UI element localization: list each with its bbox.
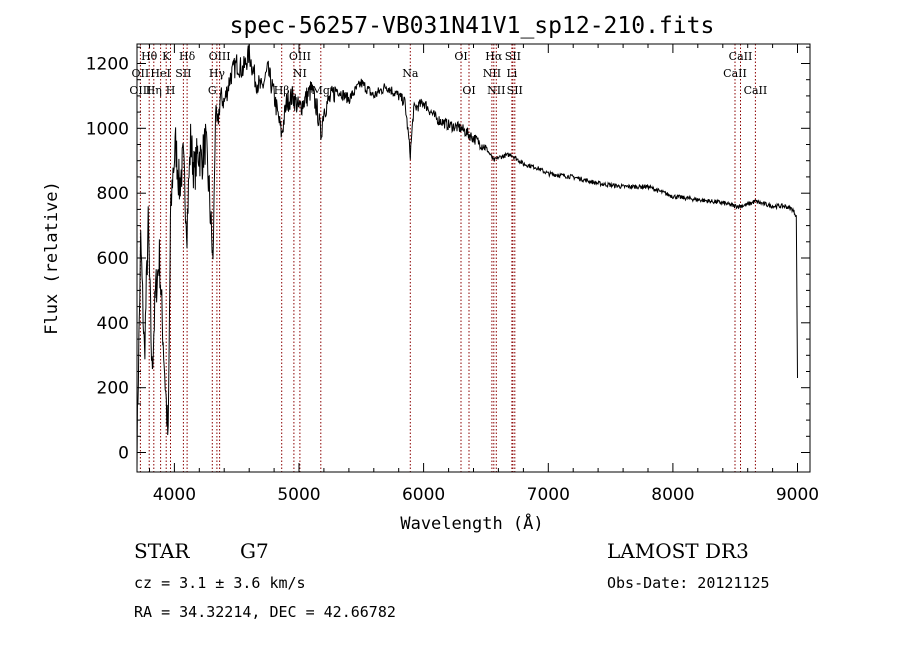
flux-line: [137, 44, 798, 469]
line-label: CaII: [729, 50, 753, 63]
x-tick-label: 6000: [402, 485, 445, 505]
y-tick-label: 200: [97, 379, 129, 399]
coordinates: RA = 34.32214, DEC = 42.66782: [134, 603, 396, 621]
line-label: NII: [487, 84, 505, 97]
y-tick-label: 0: [118, 444, 129, 464]
line-label: OIII: [209, 50, 231, 63]
y-tick-label: 800: [97, 184, 129, 204]
line-label: Hθ: [141, 50, 158, 63]
x-tick-label: 4000: [153, 485, 196, 505]
line-label: NI: [293, 67, 307, 80]
y-tick-label: 1000: [86, 119, 129, 139]
line-label: SII: [505, 50, 521, 63]
x-tick-label: 9000: [776, 485, 819, 505]
line-label: G: [208, 84, 217, 97]
plot-frame: [136, 43, 811, 473]
object-type: STAR: [134, 539, 190, 563]
line-label: OI: [462, 84, 475, 97]
subclass: G7: [240, 539, 269, 563]
line-label: H: [166, 84, 176, 97]
line-label: HeI: [150, 67, 170, 80]
line-label: Hα: [485, 50, 503, 63]
x-axis-ticks: 4000 5000 6000 7000 8000 9000: [149, 44, 819, 505]
line-label: OI: [454, 50, 467, 63]
flux-series: [137, 44, 798, 469]
spectral-line-markers: [139, 44, 756, 472]
y-axis-label: Flux (relative): [42, 181, 62, 335]
line-label: Li: [506, 67, 517, 80]
redshift-readout: cz = 3.1 ± 3.6 km/s: [134, 574, 306, 592]
line-label: Hβ: [274, 84, 290, 97]
line-label: SII: [507, 84, 523, 97]
line-label: Na: [402, 67, 419, 80]
y-tick-label: 400: [97, 314, 129, 334]
line-label: OII: [132, 67, 150, 80]
line-label: OIII: [289, 50, 311, 63]
line-label: Hγ: [209, 67, 226, 80]
survey-name: LAMOST DR3: [607, 539, 749, 563]
y-tick-label: 1200: [86, 55, 129, 75]
line-label: Hδ: [179, 50, 196, 63]
x-tick-label: 7000: [527, 485, 570, 505]
line-label: SII: [175, 67, 191, 80]
line-label: K: [162, 50, 171, 63]
line-label: Mg: [312, 84, 330, 97]
chart-title: spec-56257-VB031N41V1_sp12-210.fits: [230, 13, 715, 39]
line-label: CaII: [723, 67, 747, 80]
obs-date: Obs-Date: 20121125: [607, 574, 770, 592]
x-tick-label: 8000: [651, 485, 694, 505]
y-axis-ticks: 0 200 400 600 800 1000 1200: [86, 46, 810, 464]
line-label: NII: [483, 67, 501, 80]
y-tick-label: 600: [97, 249, 129, 269]
line-label: Hη: [146, 84, 162, 97]
x-tick-label: 5000: [277, 485, 320, 505]
x-axis-label: Wavelength (Å): [400, 512, 543, 534]
line-label: OIII: [129, 84, 151, 97]
line-label: CaII: [744, 84, 768, 97]
